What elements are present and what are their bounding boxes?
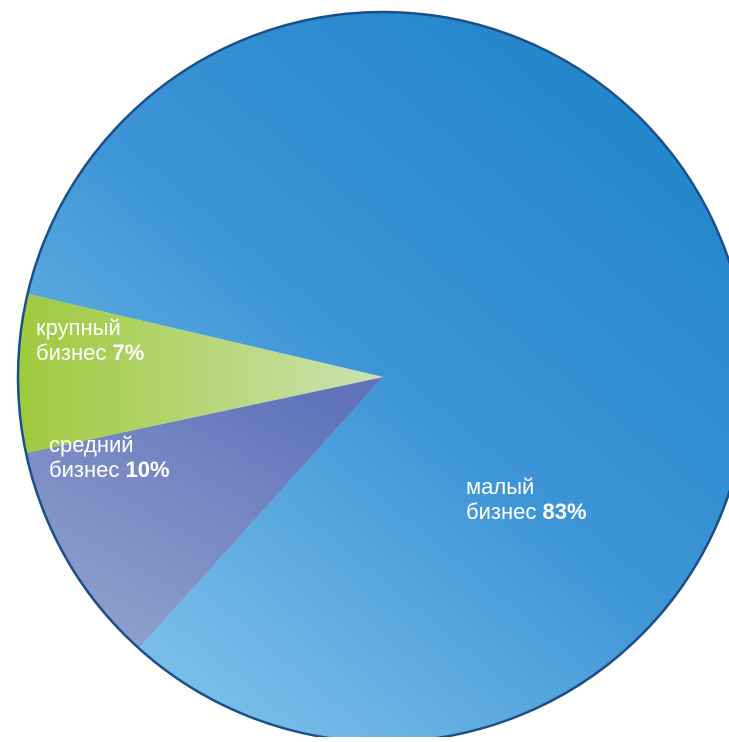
slice-label-small-line1: малый — [466, 474, 535, 499]
slice-label-large-line1: крупный — [36, 315, 121, 340]
slice-value-medium: 10% — [125, 457, 170, 482]
slice-label-medium-line1: средний — [49, 432, 134, 457]
slice-value-small: 83% — [542, 499, 587, 524]
pie-slice-medium-business — [26, 377, 383, 649]
pie-outline — [16, 10, 729, 742]
slice-label-large-business: крупный бизнес 7% — [36, 315, 144, 365]
pie-slice-small-business — [27, 11, 729, 742]
slice-label-medium-line2: бизнес 10% — [49, 457, 170, 482]
slice-label-small-line2: бизнес 83% — [466, 499, 587, 524]
slice-value-large: 7% — [112, 340, 145, 365]
slice-label-medium-word: бизнес — [49, 457, 120, 482]
slice-label-medium-business: средний бизнес 10% — [49, 432, 170, 482]
slice-label-large-line2: бизнес 7% — [36, 340, 144, 365]
slice-label-small-business: малый бизнес 83% — [466, 474, 587, 524]
pie-slice-large-business — [17, 293, 383, 454]
slice-label-large-word: бизнес — [36, 340, 107, 365]
slice-label-small-word: бизнес — [466, 499, 537, 524]
